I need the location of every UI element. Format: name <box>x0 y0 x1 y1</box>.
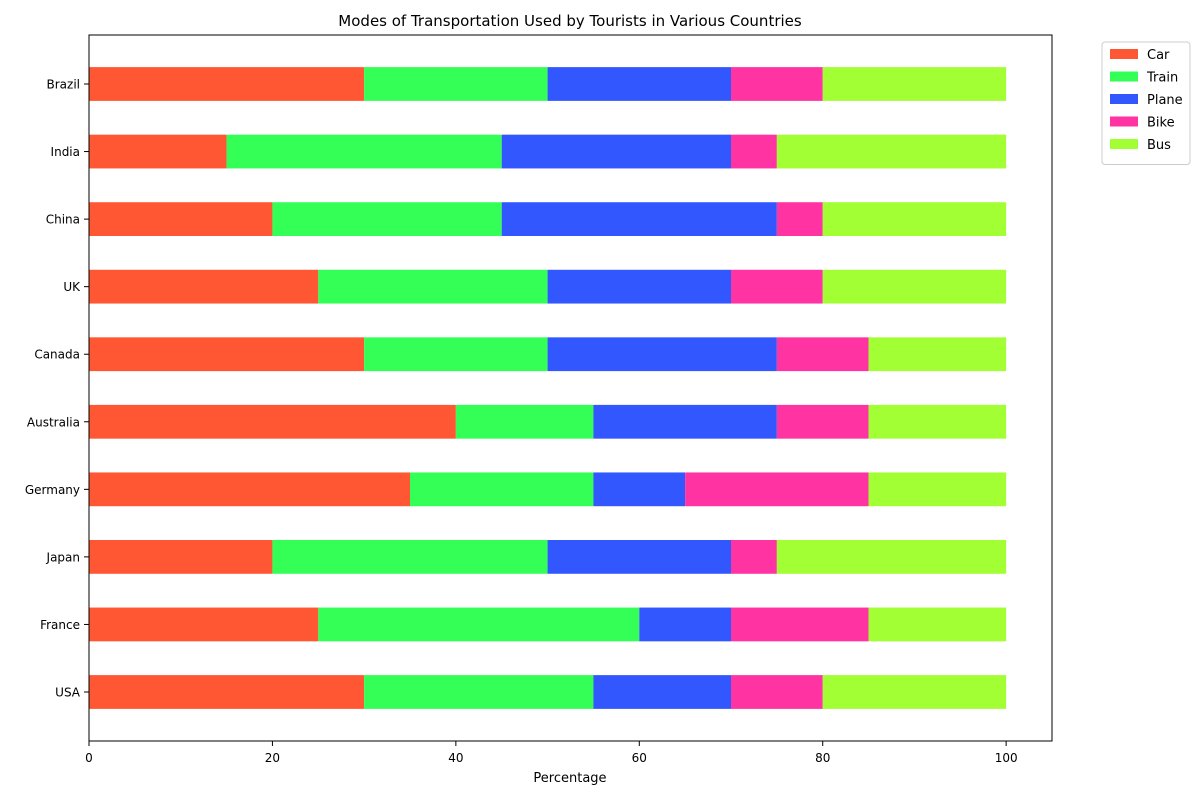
bar-train-australia <box>455 404 594 439</box>
y-tick-label: Brazil <box>47 78 81 92</box>
bar-train-japan <box>272 540 548 574</box>
bar-train-uk <box>318 269 548 304</box>
bar-car-brazil <box>89 67 365 101</box>
bar-bike-usa <box>731 675 823 709</box>
bar-bus-uk <box>822 269 1007 304</box>
y-tick-label: UK <box>63 280 81 294</box>
bar-bus-india <box>776 134 1007 169</box>
bar-car-canada <box>89 337 365 372</box>
bar-car-japan <box>89 540 273 574</box>
bar-train-germany <box>410 472 594 507</box>
bar-bike-brazil <box>731 67 823 101</box>
bar-plane-canada <box>547 337 777 372</box>
bar-plane-japan <box>547 540 731 574</box>
legend-swatch-bike <box>1110 116 1138 127</box>
bar-bike-india <box>731 134 777 169</box>
bar-train-canada <box>364 337 548 372</box>
x-tick-label: 40 <box>448 751 463 765</box>
x-axis-label: Percentage <box>533 771 606 786</box>
bars-layer <box>89 67 1007 709</box>
bar-bus-germany <box>868 472 1007 507</box>
legend: Car Train Plane Bike Bus <box>1101 41 1191 165</box>
bar-bus-usa <box>822 675 1007 709</box>
bar-train-usa <box>364 675 594 709</box>
bar-car-usa <box>89 675 365 709</box>
bar-bike-japan <box>731 540 777 574</box>
bar-bus-australia <box>868 404 1007 439</box>
bar-plane-australia <box>593 404 777 439</box>
bar-plane-china <box>501 202 777 236</box>
y-tick-label: USA <box>55 686 81 700</box>
bar-bike-australia <box>776 404 869 439</box>
y-tick-label: Japan <box>46 550 80 564</box>
bar-bus-china <box>822 202 1007 236</box>
bar-plane-uk <box>547 269 731 304</box>
x-tick-label: 20 <box>265 751 280 765</box>
legend-swatch-plane <box>1110 94 1138 104</box>
y-tick-label: Australia <box>27 415 80 429</box>
bar-car-germany <box>89 472 410 507</box>
bar-plane-france <box>639 607 731 642</box>
y-axis: USA France Japan Germany Australia Canada UK Ch… <box>25 78 89 700</box>
bar-bike-germany <box>685 472 869 507</box>
bar-train-brazil <box>364 67 548 101</box>
bar-car-france <box>89 607 319 642</box>
bar-car-china <box>89 202 273 236</box>
x-axis: 0 20 40 60 80 100 <box>85 741 1018 765</box>
plot-frame <box>88 34 1053 742</box>
bar-bus-brazil <box>822 67 1007 101</box>
chart-title: Modes of Transportation Used by Tourists… <box>338 12 802 30</box>
bar-bike-france <box>731 607 869 642</box>
bar-plane-india <box>501 134 731 169</box>
bar-plane-usa <box>593 675 731 709</box>
bar-bike-china <box>776 202 823 236</box>
bar-bus-canada <box>868 337 1007 372</box>
bar-bus-japan <box>776 540 1007 574</box>
legend-label-bus: Bus <box>1147 138 1171 153</box>
bar-train-china <box>272 202 502 236</box>
bar-train-france <box>318 607 640 642</box>
legend-swatch-bus <box>1110 139 1138 149</box>
legend-label-bike: Bike <box>1147 116 1175 131</box>
bar-car-india <box>89 134 227 169</box>
x-tick-label: 80 <box>815 751 830 765</box>
legend-label-plane: Plane <box>1147 93 1183 108</box>
bar-car-uk <box>89 269 319 304</box>
legend-swatch-car <box>1110 49 1138 59</box>
legend-label-car: Car <box>1147 48 1170 63</box>
x-tick-label: 100 <box>995 751 1018 765</box>
bar-train-india <box>226 134 502 169</box>
bar-plane-germany <box>593 472 686 507</box>
bar-car-australia <box>89 404 456 439</box>
y-tick-label: France <box>40 618 80 632</box>
y-tick-label: China <box>46 213 80 227</box>
bar-plane-brazil <box>547 67 731 101</box>
bar-bus-france <box>868 607 1007 642</box>
legend-label-train: Train <box>1146 71 1178 86</box>
y-tick-label: India <box>51 145 80 159</box>
y-tick-label: Canada <box>34 348 80 362</box>
y-tick-label: Germany <box>25 483 80 497</box>
legend-swatch-train <box>1110 71 1138 82</box>
bar-bike-uk <box>731 269 823 304</box>
x-tick-label: 60 <box>632 751 647 765</box>
bar-bike-canada <box>776 337 869 372</box>
x-tick-label: 0 <box>85 751 93 765</box>
